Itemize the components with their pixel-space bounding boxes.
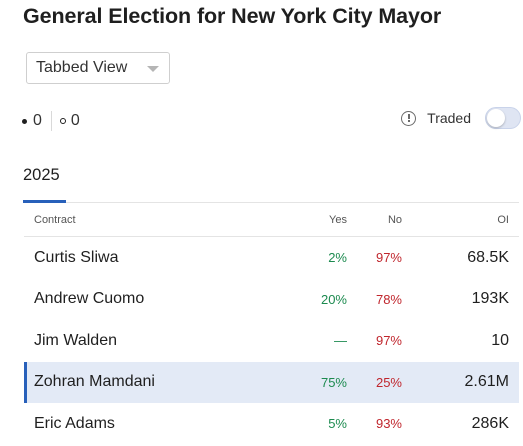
contract-name: Jim Walden <box>34 331 117 349</box>
yes-price[interactable]: — <box>334 333 347 349</box>
open-count: 0 <box>70 112 80 129</box>
contracts-table: Contract Yes No OI Curtis Sliwa 2% 97% 6… <box>24 203 519 445</box>
open-interest: 193K <box>471 290 509 308</box>
filled-dot-icon <box>22 118 27 124</box>
column-header-oi: OI <box>497 213 509 226</box>
traded-label: Traded <box>427 110 471 126</box>
contract-name: Eric Adams <box>34 414 115 432</box>
active-tab-indicator <box>23 200 66 203</box>
page-title: General Election for New York City Mayor <box>23 4 442 28</box>
contract-name: Andrew Cuomo <box>34 290 145 308</box>
open-interest: 10 <box>491 331 509 349</box>
toggle-knob <box>487 109 505 127</box>
no-price[interactable]: 25% <box>375 374 402 390</box>
column-header-no: No <box>387 213 402 226</box>
yes-price[interactable]: 5% <box>328 416 347 432</box>
table-row[interactable]: Andrew Cuomo 20% 78% 193K <box>24 279 519 321</box>
open-interest: 68.5K <box>467 248 509 266</box>
table-row[interactable]: Eric Adams 5% 93% 286K <box>24 403 519 445</box>
tab-2025[interactable]: 2025 <box>23 166 60 184</box>
open-dot-icon <box>59 118 66 124</box>
traded-filter: Traded <box>401 106 521 130</box>
tab-divider <box>23 202 519 203</box>
contract-name: Curtis Sliwa <box>34 248 119 266</box>
no-price[interactable]: 93% <box>375 416 402 432</box>
no-price[interactable]: 97% <box>375 333 402 349</box>
traded-toggle[interactable] <box>485 107 521 129</box>
open-interest: 286K <box>471 414 509 432</box>
table-row[interactable]: Curtis Sliwa 2% 97% 68.5K <box>24 237 519 279</box>
yes-price[interactable]: 75% <box>320 374 347 390</box>
filled-count: 0 <box>33 112 42 129</box>
view-mode-value: Tabbed View <box>36 59 128 76</box>
yes-price[interactable]: 2% <box>328 250 347 266</box>
column-header-contract: Contract <box>34 213 76 226</box>
yes-price[interactable]: 20% <box>320 291 347 307</box>
open-interest: 2.61M <box>464 373 509 391</box>
no-price[interactable]: 97% <box>375 250 402 266</box>
table-header: Contract Yes No OI <box>24 203 519 237</box>
table-row-selected[interactable]: Zohran Mamdani 75% 25% 2.61M <box>24 361 519 403</box>
view-mode-dropdown[interactable]: Tabbed View <box>26 52 170 84</box>
no-price[interactable]: 78% <box>375 291 402 307</box>
caret-down-icon <box>147 66 159 72</box>
contract-name: Zohran Mamdani <box>34 373 155 391</box>
table-row[interactable]: Jim Walden — 97% 10 <box>24 320 519 362</box>
column-header-yes: Yes <box>329 213 347 226</box>
marker-legend: 0 0 <box>22 110 80 132</box>
info-icon[interactable] <box>401 110 417 126</box>
legend-divider <box>50 111 52 131</box>
